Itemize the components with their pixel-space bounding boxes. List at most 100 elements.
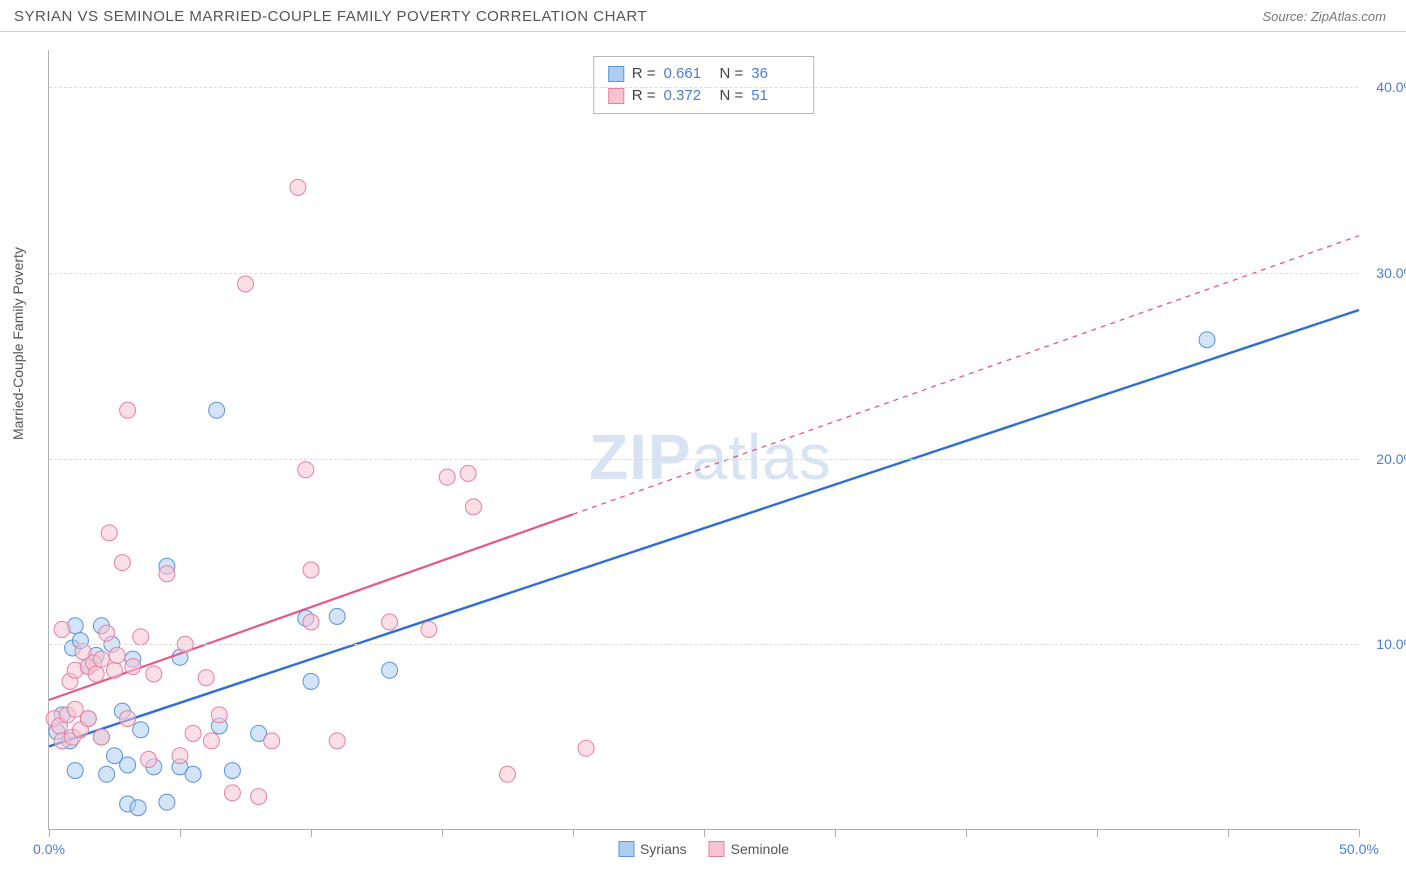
- y-tick-label: 40.0%: [1376, 79, 1406, 95]
- x-tick: [835, 829, 836, 837]
- data-point: [101, 525, 117, 541]
- legend-r-value: 0.661: [664, 63, 712, 85]
- data-point: [133, 629, 149, 645]
- legend-swatch: [618, 841, 634, 857]
- data-point: [460, 465, 476, 481]
- data-point: [141, 751, 157, 767]
- data-point: [88, 666, 104, 682]
- gridline: [49, 273, 1358, 274]
- x-tick-label: 50.0%: [1339, 841, 1379, 857]
- data-point: [382, 614, 398, 630]
- chart-header: SYRIAN VS SEMINOLE MARRIED-COUPLE FAMILY…: [0, 0, 1406, 32]
- x-tick: [966, 829, 967, 837]
- data-point: [125, 659, 141, 675]
- x-tick-label: 0.0%: [33, 841, 65, 857]
- legend-n-label: N =: [720, 63, 744, 85]
- x-tick: [311, 829, 312, 837]
- data-point: [99, 766, 115, 782]
- data-point: [159, 566, 175, 582]
- data-point: [146, 666, 162, 682]
- data-point: [329, 733, 345, 749]
- legend-n-label: N =: [720, 85, 744, 107]
- legend-swatch: [709, 841, 725, 857]
- chart-plot-area: ZIPatlas R =0.661N =36R =0.372N =51 Syri…: [48, 50, 1358, 830]
- data-point: [109, 647, 125, 663]
- correlation-legend: R = 0.661 N = 36 R = 0.372 N = 51: [593, 56, 815, 114]
- x-tick: [1097, 829, 1098, 837]
- data-point: [238, 276, 254, 292]
- data-point: [185, 766, 201, 782]
- data-point: [224, 763, 240, 779]
- y-tick-label: 30.0%: [1376, 265, 1406, 281]
- series-legend-label: Syrians: [640, 841, 687, 857]
- series-legend-label: Seminole: [731, 841, 789, 857]
- legend-row: R = 0.372 N = 51: [608, 85, 800, 107]
- data-point: [120, 402, 136, 418]
- x-tick: [49, 829, 50, 837]
- data-point: [303, 673, 319, 689]
- data-point: [93, 729, 109, 745]
- data-point: [382, 662, 398, 678]
- data-point: [67, 763, 83, 779]
- x-tick: [704, 829, 705, 837]
- data-point: [172, 748, 188, 764]
- data-point: [93, 651, 109, 667]
- data-point: [251, 789, 267, 805]
- data-point: [114, 555, 130, 571]
- chart-source: Source: ZipAtlas.com: [1262, 9, 1386, 24]
- x-tick: [442, 829, 443, 837]
- data-point: [1199, 332, 1215, 348]
- data-point: [120, 757, 136, 773]
- data-point: [80, 711, 96, 727]
- data-point: [303, 562, 319, 578]
- data-point: [500, 766, 516, 782]
- series-legend: Syrians Seminole: [618, 841, 789, 857]
- data-point: [133, 722, 149, 738]
- data-point: [120, 711, 136, 727]
- data-point: [159, 794, 175, 810]
- y-tick-label: 20.0%: [1376, 451, 1406, 467]
- legend-r-label: R =: [632, 63, 656, 85]
- legend-n-value: 51: [751, 85, 799, 107]
- legend-row: R = 0.661 N = 36: [608, 63, 800, 85]
- gridline: [49, 644, 1358, 645]
- gridline: [49, 87, 1358, 88]
- legend-r-value: 0.372: [664, 85, 712, 107]
- x-tick: [180, 829, 181, 837]
- data-point: [421, 621, 437, 637]
- data-point: [465, 499, 481, 515]
- chart-title: SYRIAN VS SEMINOLE MARRIED-COUPLE FAMILY…: [14, 8, 647, 25]
- data-point: [130, 800, 146, 816]
- data-point: [185, 725, 201, 741]
- data-point: [54, 621, 70, 637]
- data-point: [203, 733, 219, 749]
- data-point: [211, 707, 227, 723]
- x-tick: [1359, 829, 1360, 837]
- data-point: [209, 402, 225, 418]
- data-point: [439, 469, 455, 485]
- series-legend-item: Seminole: [709, 841, 789, 857]
- data-point: [99, 625, 115, 641]
- data-point: [298, 462, 314, 478]
- data-point: [303, 614, 319, 630]
- gridline: [49, 459, 1358, 460]
- y-axis-label: Married-Couple Family Poverty: [10, 247, 26, 440]
- x-tick: [1228, 829, 1229, 837]
- legend-n-value: 36: [751, 63, 799, 85]
- series-legend-item: Syrians: [618, 841, 687, 857]
- trend-line: [49, 310, 1359, 746]
- trend-line-dashed: [573, 236, 1359, 515]
- legend-r-label: R =: [632, 85, 656, 107]
- data-point: [578, 740, 594, 756]
- data-point: [329, 608, 345, 624]
- data-point: [198, 670, 214, 686]
- legend-swatch: [608, 66, 624, 82]
- y-tick-label: 10.0%: [1376, 636, 1406, 652]
- data-point: [224, 785, 240, 801]
- scatter-plot-svg: [49, 50, 1358, 829]
- legend-swatch: [608, 88, 624, 104]
- data-point: [264, 733, 280, 749]
- data-point: [107, 662, 123, 678]
- data-point: [290, 179, 306, 195]
- x-tick: [573, 829, 574, 837]
